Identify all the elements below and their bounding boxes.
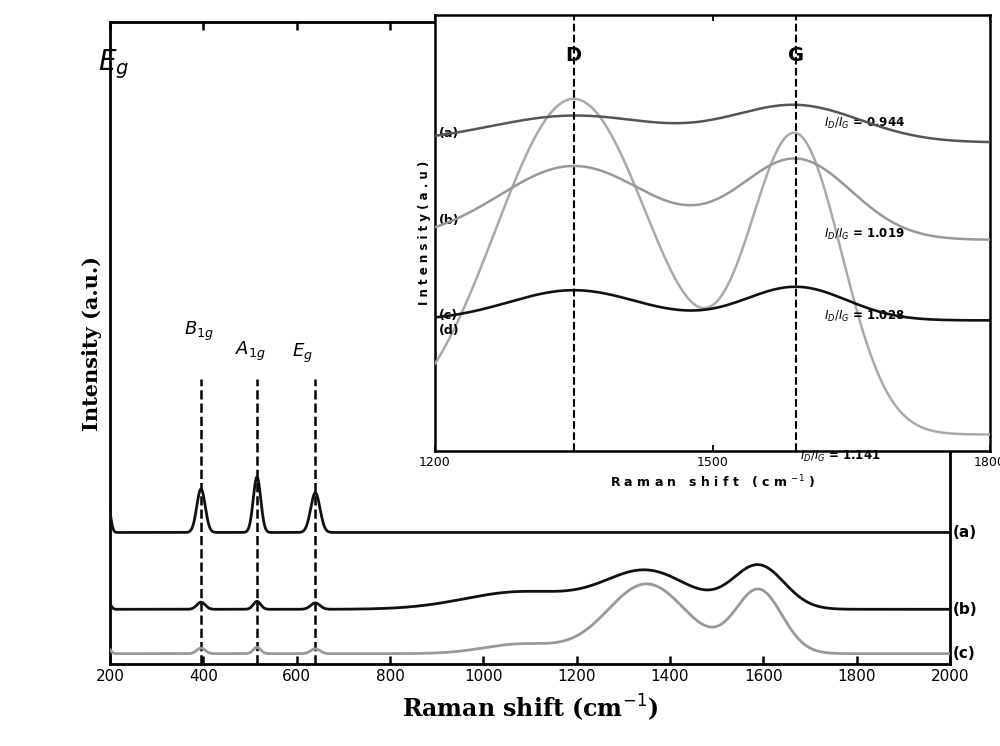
X-axis label: Raman shift (cm$^{-1}$): Raman shift (cm$^{-1}$) [402, 692, 658, 723]
Text: $E_g$: $E_g$ [98, 47, 129, 81]
Text: (b): (b) [439, 213, 459, 227]
Y-axis label: Intensity (a.u.): Intensity (a.u.) [82, 256, 102, 430]
Text: $B_{1g}$: $B_{1g}$ [184, 320, 214, 343]
Text: $I_D/I_G$ = 1.141: $I_D/I_G$ = 1.141 [800, 448, 881, 464]
Text: $I_D/I_G$ = 1.019: $I_D/I_G$ = 1.019 [824, 228, 904, 242]
Text: $I_D/I_G$ = 0.944: $I_D/I_G$ = 0.944 [824, 116, 905, 131]
Text: G: G [788, 46, 804, 65]
Text: (c): (c) [439, 309, 458, 322]
X-axis label: R a m a n   s h i f t   ( c m $^{-1}$ ): R a m a n s h i f t ( c m $^{-1}$ ) [610, 474, 815, 491]
Text: $I_D/I_G$ = 1.028: $I_D/I_G$ = 1.028 [824, 309, 904, 325]
Text: (a): (a) [952, 525, 976, 540]
Y-axis label: I n t e n s i t y ( a . u ): I n t e n s i t y ( a . u ) [418, 161, 431, 305]
Text: (a): (a) [439, 127, 459, 140]
Text: $A_{1g}$: $A_{1g}$ [235, 340, 266, 363]
Text: (c): (c) [952, 646, 975, 661]
Text: (d): (d) [439, 325, 459, 337]
Text: (b): (b) [952, 602, 977, 617]
Text: $E_g$: $E_g$ [292, 342, 313, 365]
Text: D: D [566, 46, 582, 65]
